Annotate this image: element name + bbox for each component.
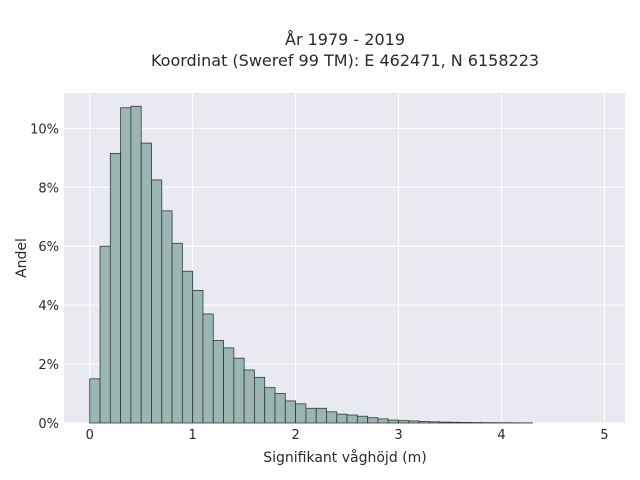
- histogram-bar: [89, 378, 101, 424]
- x-tick-label: 5: [600, 428, 608, 443]
- chart-title-line1: År 1979 - 2019: [285, 30, 405, 49]
- histogram-bar: [315, 407, 327, 424]
- histogram-bar: [398, 420, 410, 424]
- x-tick-label: 3: [394, 428, 402, 443]
- x-tick-label: 0: [86, 428, 94, 443]
- histogram-bar: [346, 414, 358, 424]
- histogram-bar: [449, 421, 461, 424]
- histogram-bar: [295, 403, 307, 424]
- axis-ticks: 0 1 2 3 4 5 0% 2% 4% 6% 8% 10%: [30, 122, 608, 443]
- histogram-bar: [429, 421, 441, 424]
- histogram-bar: [459, 422, 471, 424]
- histogram-bar: [336, 413, 348, 424]
- x-tick-label: 4: [497, 428, 505, 443]
- histogram-bar: [223, 347, 235, 424]
- histogram-bar: [387, 419, 399, 424]
- y-tick-label: 4%: [38, 299, 59, 314]
- histogram-bar: [181, 270, 194, 424]
- histogram-bar: [161, 210, 173, 424]
- histogram-bar: [377, 418, 389, 424]
- histogram-bar: [367, 417, 379, 424]
- y-tick-label: 10%: [30, 122, 59, 137]
- histogram-bar: [305, 407, 317, 424]
- histogram-bar: [212, 340, 224, 424]
- histogram-bar: [326, 411, 338, 424]
- y-tick-label: 6%: [38, 240, 59, 255]
- y-tick-label: 2%: [38, 358, 59, 373]
- chart-title-line2: Koordinat (Sweref 99 TM): E 462471, N 61…: [151, 51, 539, 70]
- histogram-bar: [171, 242, 183, 424]
- histogram-bar: [140, 142, 152, 424]
- x-tick-label: 2: [291, 428, 299, 443]
- histogram-bar: [264, 387, 276, 424]
- histogram-bars: [89, 105, 533, 424]
- histogram-bar: [109, 153, 122, 424]
- histogram-bar: [151, 179, 163, 424]
- y-tick-label: 8%: [38, 181, 59, 196]
- histogram-bar: [439, 421, 451, 424]
- histogram-bar: [99, 245, 111, 424]
- x-axis-label: Signifikant våghöjd (m): [263, 449, 426, 466]
- histogram-bar: [408, 420, 420, 424]
- histogram-bar: [192, 290, 204, 424]
- x-tick-label: 1: [189, 428, 197, 443]
- histogram-bar: [356, 415, 369, 424]
- histogram-bar: [254, 376, 266, 424]
- histogram-bar: [284, 400, 297, 424]
- histogram-bar: [202, 313, 214, 424]
- histogram-bar: [120, 107, 132, 424]
- histogram-bar: [233, 357, 245, 424]
- histogram-bar: [274, 393, 286, 424]
- y-axis-label: Andel: [14, 238, 30, 278]
- histogram-bar: [130, 105, 142, 424]
- histogram-bar: [243, 369, 255, 424]
- histogram-bar: [418, 421, 430, 424]
- y-tick-label: 0%: [38, 417, 59, 432]
